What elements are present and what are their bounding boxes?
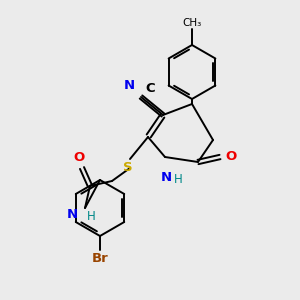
- Text: N: N: [124, 79, 135, 92]
- Text: N: N: [160, 171, 172, 184]
- Text: H: H: [87, 209, 96, 223]
- Text: S: S: [123, 161, 133, 174]
- Text: N: N: [67, 208, 78, 220]
- Text: Br: Br: [92, 252, 108, 265]
- Text: O: O: [225, 151, 236, 164]
- Text: H: H: [174, 173, 183, 186]
- Text: O: O: [74, 151, 85, 164]
- Text: CH₃: CH₃: [182, 18, 202, 28]
- Text: C: C: [145, 82, 154, 95]
